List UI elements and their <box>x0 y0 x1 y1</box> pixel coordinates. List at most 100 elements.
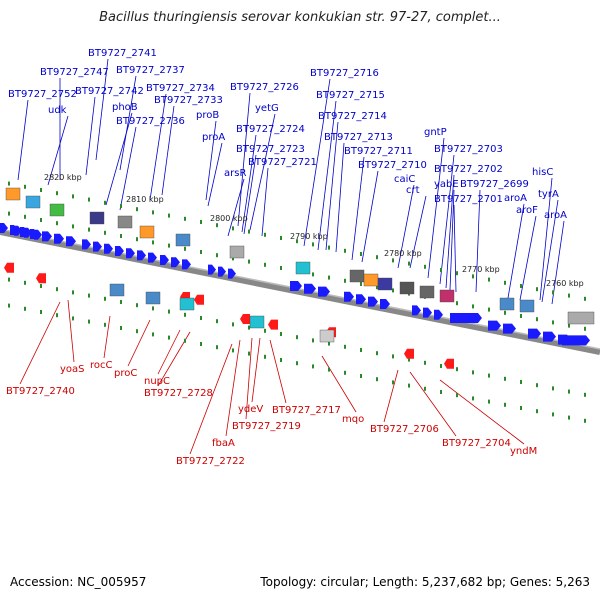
forward-gene-arrow[interactable] <box>218 266 226 277</box>
forward-gene-arrow[interactable] <box>137 250 146 261</box>
reverse-gene-label[interactable]: ydeV <box>238 404 263 415</box>
forward-gene-arrow[interactable] <box>160 255 169 265</box>
reverse-gene-arrow[interactable] <box>36 273 46 284</box>
forward-gene-arrow[interactable] <box>423 307 432 318</box>
reverse-gene-arrow[interactable] <box>404 348 414 359</box>
reverse-gene-label[interactable]: BT9727_2704 <box>442 438 511 449</box>
forward-gene-label[interactable]: aroA <box>504 193 527 204</box>
forward-gene-arrow[interactable] <box>14 225 22 236</box>
feature-block[interactable] <box>295 261 311 275</box>
forward-gene-arrow[interactable] <box>412 305 421 316</box>
reverse-gene-label[interactable]: BT9727_2706 <box>370 424 439 435</box>
feature-block[interactable] <box>249 315 265 329</box>
forward-gene-label[interactable]: BT9727_2702 <box>434 164 503 175</box>
reverse-gene-label[interactable]: fbaA <box>212 438 235 449</box>
feature-block[interactable] <box>319 329 335 343</box>
reverse-gene-arrow[interactable] <box>240 314 250 324</box>
forward-gene-arrow[interactable] <box>344 291 354 302</box>
forward-gene-arrow[interactable] <box>42 231 52 242</box>
reverse-gene-label[interactable]: proC <box>114 368 137 379</box>
feature-block[interactable] <box>175 233 191 247</box>
feature-block[interactable] <box>117 215 133 229</box>
reverse-gene-label[interactable]: BT9727_2722 <box>176 456 245 467</box>
forward-gene-label[interactable]: proA <box>202 132 225 143</box>
forward-gene-label[interactable]: BT9727_2752 <box>8 89 77 100</box>
reverse-gene-arrow[interactable] <box>268 319 278 330</box>
forward-gene-label[interactable]: udk <box>48 105 67 116</box>
reverse-gene-arrow[interactable] <box>194 294 204 305</box>
forward-gene-label[interactable]: yetG <box>255 103 279 114</box>
forward-gene-label[interactable]: BT9727_2714 <box>318 111 387 122</box>
forward-gene-arrow[interactable] <box>528 328 541 339</box>
forward-gene-arrow[interactable] <box>450 313 482 323</box>
reverse-gene-label[interactable]: rocC <box>90 360 113 371</box>
feature-block[interactable] <box>229 245 245 259</box>
forward-gene-arrow[interactable] <box>488 320 501 331</box>
forward-gene-label[interactable]: aroA <box>544 210 567 221</box>
forward-gene-label[interactable]: BT9727_2713 <box>324 132 393 143</box>
forward-gene-label[interactable]: proB <box>196 110 219 121</box>
reverse-gene-arrow[interactable] <box>444 358 454 369</box>
feature-block[interactable] <box>5 187 21 201</box>
forward-gene-label[interactable]: caiC <box>394 174 415 185</box>
forward-gene-label[interactable]: BT9727_2711 <box>344 146 413 157</box>
forward-gene-label[interactable]: BT9727_2726 <box>230 82 299 93</box>
forward-gene-arrow[interactable] <box>24 227 32 238</box>
feature-block[interactable] <box>49 203 65 217</box>
forward-gene-label[interactable]: BT9727_2733 <box>154 95 223 106</box>
feature-block[interactable] <box>179 297 195 311</box>
feature-block[interactable] <box>419 285 435 299</box>
forward-gene-arrow[interactable] <box>148 252 157 263</box>
forward-gene-arrow[interactable] <box>543 331 556 342</box>
forward-gene-label[interactable]: BT9727_2703 <box>434 144 503 155</box>
forward-gene-arrow[interactable] <box>208 264 216 275</box>
forward-gene-label[interactable]: crt <box>406 185 420 196</box>
forward-gene-arrow[interactable] <box>126 248 135 259</box>
feature-block[interactable] <box>499 297 515 311</box>
forward-gene-arrow[interactable] <box>66 236 76 247</box>
forward-gene-label[interactable]: gntP <box>424 127 447 138</box>
forward-gene-label[interactable]: BT9727_2741 <box>88 48 157 59</box>
forward-gene-label[interactable]: aroF <box>516 205 538 216</box>
forward-gene-arrow[interactable] <box>0 223 8 233</box>
forward-gene-label[interactable]: BT9727_2737 <box>116 65 185 76</box>
reverse-gene-label[interactable]: BT9727_2719 <box>232 421 301 432</box>
forward-gene-arrow[interactable] <box>318 286 330 297</box>
forward-gene-arrow[interactable] <box>434 309 443 320</box>
forward-gene-arrow[interactable] <box>290 281 302 291</box>
forward-gene-arrow[interactable] <box>368 296 378 307</box>
forward-gene-arrow[interactable] <box>34 229 42 240</box>
forward-gene-arrow[interactable] <box>228 268 236 279</box>
forward-gene-label[interactable]: arsR <box>224 168 246 179</box>
reverse-gene-label[interactable]: BT9727_2717 <box>272 405 341 416</box>
feature-block[interactable] <box>377 277 393 291</box>
reverse-gene-label[interactable]: BT9727_2740 <box>6 386 75 397</box>
forward-gene-arrow[interactable] <box>304 283 316 294</box>
forward-gene-label[interactable]: BT9727_2715 <box>316 90 385 101</box>
feature-block[interactable] <box>399 281 415 295</box>
forward-gene-label[interactable]: tyrA <box>538 189 559 200</box>
feature-block[interactable] <box>109 283 125 297</box>
forward-gene-label[interactable]: BT9727_2736 <box>116 116 185 127</box>
forward-gene-label[interactable]: BT9727_2723 <box>236 144 305 155</box>
feature-block[interactable] <box>363 273 379 287</box>
forward-gene-arrow[interactable] <box>562 335 590 346</box>
forward-gene-arrow[interactable] <box>356 294 366 305</box>
forward-gene-label[interactable]: BT9727_2699 <box>460 179 529 190</box>
forward-gene-label[interactable]: BT9727_2721 <box>248 157 317 168</box>
feature-block[interactable] <box>25 195 41 209</box>
reverse-gene-label[interactable]: yoaS <box>60 364 85 375</box>
forward-gene-arrow[interactable] <box>104 243 113 254</box>
feature-block[interactable] <box>139 225 155 239</box>
feature-block[interactable] <box>439 289 455 303</box>
forward-gene-label[interactable]: phoB <box>112 102 138 113</box>
reverse-gene-label[interactable]: mqo <box>342 414 364 425</box>
reverse-gene-arrow[interactable] <box>4 262 14 273</box>
forward-gene-arrow[interactable] <box>182 259 191 270</box>
forward-gene-label[interactable]: BT9727_2724 <box>236 124 305 135</box>
feature-block[interactable] <box>89 211 105 225</box>
forward-gene-label[interactable]: hisC <box>532 167 553 178</box>
forward-gene-arrow[interactable] <box>115 246 124 256</box>
forward-gene-arrow[interactable] <box>54 233 64 244</box>
reverse-gene-label[interactable]: yndM <box>510 446 537 457</box>
